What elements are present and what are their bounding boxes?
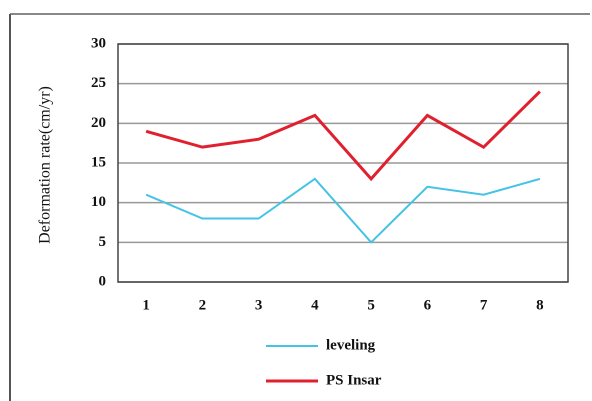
y-tick-label: 20 — [91, 115, 106, 131]
x-tick-label: 1 — [142, 297, 150, 313]
y-tick-label: 0 — [99, 273, 107, 289]
series-line — [145, 177, 541, 244]
y-tick-label: 5 — [99, 234, 107, 250]
x-tick-label: 4 — [311, 297, 319, 313]
y-tick-label: 25 — [91, 75, 106, 91]
legend-label: leveling — [326, 337, 376, 353]
y-axis-label: Deformation rate(cm/yr) — [37, 86, 54, 244]
x-tick-label: 2 — [199, 297, 207, 313]
y-tick-label: 30 — [91, 35, 106, 51]
y-tick-label: 15 — [91, 154, 106, 170]
x-tick-label: 6 — [424, 297, 432, 313]
series-line — [145, 90, 541, 182]
x-tick-label: 7 — [480, 297, 488, 313]
plot-area — [117, 43, 569, 283]
legend-label: PS Insar — [326, 372, 382, 388]
x-tick-label: 5 — [367, 297, 375, 313]
x-tick-label: 8 — [536, 297, 544, 313]
x-tick-label: 3 — [255, 297, 263, 313]
y-tick-label: 10 — [91, 194, 106, 210]
